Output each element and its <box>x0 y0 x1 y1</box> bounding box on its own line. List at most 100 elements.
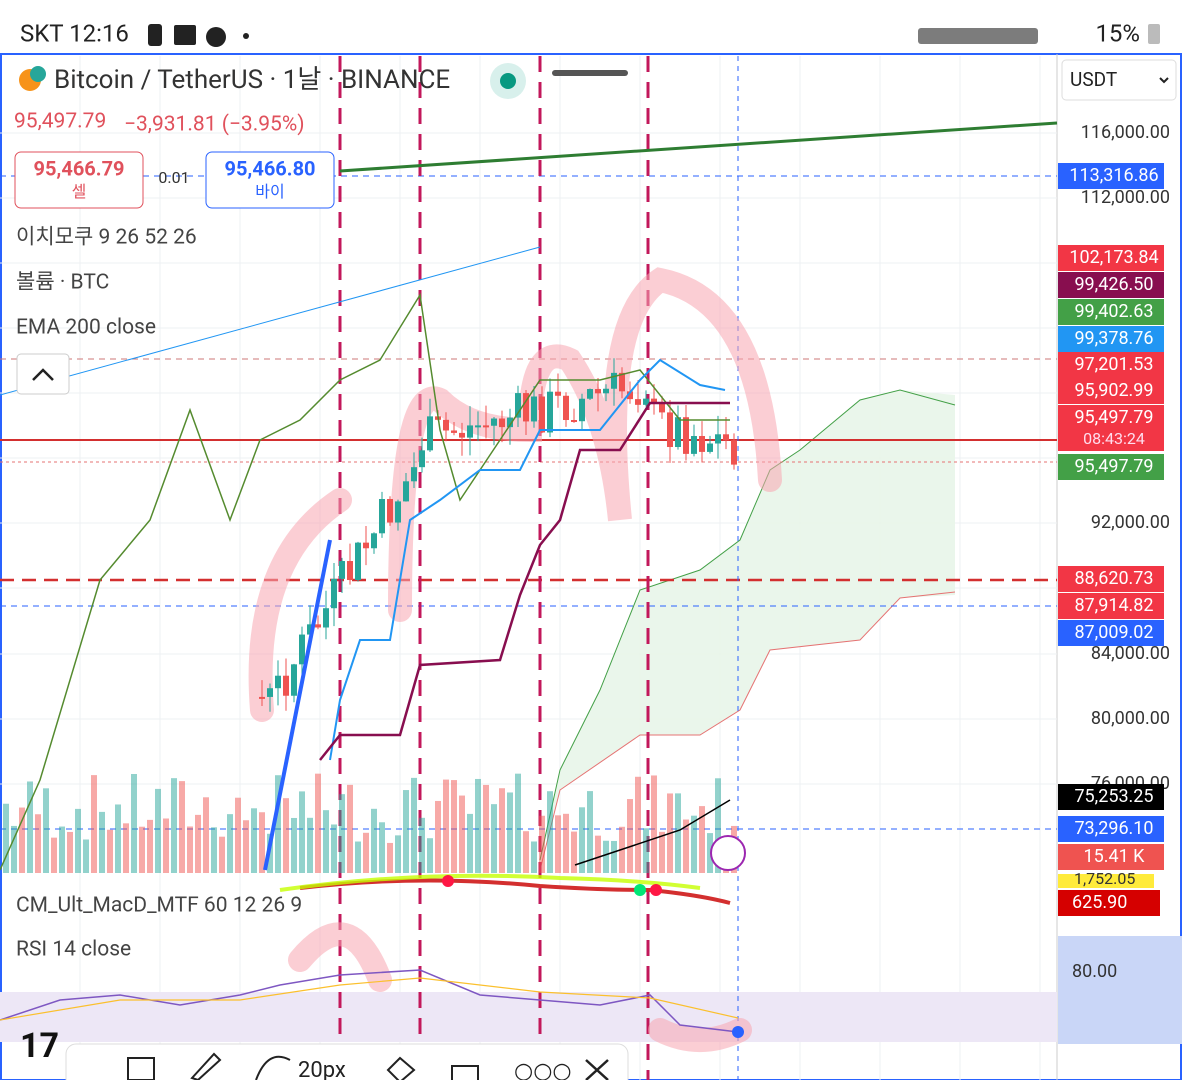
tool-icon[interactable] <box>190 1052 222 1080</box>
candle-body <box>379 499 385 534</box>
volume-bar <box>291 817 297 873</box>
volume-bar <box>507 792 513 873</box>
tool-icon[interactable] <box>127 1057 155 1080</box>
price-label: 88,620.73 <box>1074 568 1153 589</box>
tool-icon[interactable]: ○○○ <box>514 1059 572 1080</box>
chart-frame <box>0 53 1182 1080</box>
volume-bar <box>187 826 193 873</box>
macd-signal <box>279 873 701 892</box>
candle-body <box>451 430 457 433</box>
collapse-button[interactable] <box>16 353 70 395</box>
candle-body <box>515 393 521 418</box>
alert-icon <box>710 835 746 871</box>
candle-body <box>563 395 569 421</box>
currency[interactable]: USDT <box>1070 68 1117 91</box>
rsi-tick: 80.00 <box>1072 961 1117 982</box>
candle-body <box>283 675 289 696</box>
cloud-edge <box>539 389 956 861</box>
macd-label-box <box>1058 874 1154 888</box>
price-label-box <box>1058 566 1164 592</box>
buy-price[interactable]: 95,466.80 <box>224 156 315 180</box>
buy-label[interactable]: 바이 <box>255 182 284 201</box>
kijun-line <box>319 401 730 761</box>
candle-body <box>483 425 489 428</box>
currency-select[interactable] <box>1061 59 1177 101</box>
volume-bar <box>715 778 721 873</box>
volume-bar <box>563 813 569 873</box>
price-label: 99,402.63 <box>1074 301 1153 322</box>
candle-body <box>371 533 377 549</box>
price-label: 95,497.79 <box>1074 407 1153 428</box>
volume-bar <box>683 819 689 873</box>
candle-body <box>267 688 273 697</box>
candle-body <box>411 467 417 482</box>
drag-handle[interactable] <box>552 70 628 76</box>
tool-icon[interactable] <box>386 1056 416 1080</box>
volume-bar <box>419 817 425 873</box>
price-label: 15.41 K <box>1084 846 1146 867</box>
volume-bar <box>635 776 641 873</box>
line-width[interactable]: 20px <box>298 1058 346 1080</box>
buy-button[interactable] <box>205 151 335 209</box>
indicator-legend[interactable]: 이치모쿠 9 26 52 26 <box>16 226 197 250</box>
price-label-box <box>1058 163 1164 189</box>
volume-bar <box>235 797 241 873</box>
candle-body <box>403 481 409 502</box>
volume-bar <box>491 804 497 873</box>
price-label-box <box>1058 454 1164 480</box>
volume-bar <box>651 775 657 873</box>
tool-icon[interactable] <box>585 1059 609 1080</box>
collapse-icon <box>32 368 54 381</box>
sell-button[interactable] <box>14 151 144 209</box>
status-battery: 15% <box>1095 19 1140 47</box>
price-label-box <box>1058 816 1164 842</box>
symbol-title: Bitcoin / TetherUS · 1날 · BINANCE <box>54 65 450 95</box>
volume-bar <box>139 826 145 873</box>
indicator-legend[interactable]: EMA 200 close <box>16 316 156 340</box>
indicator-legend[interactable]: 볼륨 · BTC <box>16 271 109 295</box>
macd-title[interactable]: CM_Ult_MacD_MTF 60 12 26 9 <box>16 894 302 918</box>
candle-body <box>395 501 401 523</box>
status-icon <box>148 24 162 46</box>
rsi-title[interactable]: RSI 14 close <box>16 938 131 962</box>
candle-body <box>323 608 329 628</box>
candle-body <box>635 399 641 405</box>
volume-bar <box>675 793 681 873</box>
chart-drawing <box>0 56 1058 1080</box>
macd-label-box <box>1058 890 1160 916</box>
tool-icon[interactable] <box>255 1055 291 1080</box>
candle-body <box>731 440 737 465</box>
volume-bar <box>571 831 577 873</box>
volume-bar <box>339 794 345 873</box>
price-label-box <box>1058 844 1164 870</box>
candle-body <box>523 393 529 422</box>
sell-label[interactable]: 셀 <box>72 182 87 201</box>
sell-price[interactable]: 95,466.79 <box>33 156 124 180</box>
last-price: 95,497.79 <box>14 110 106 134</box>
ema-line <box>0 292 730 871</box>
volume-bar <box>411 777 417 873</box>
candle-body <box>723 434 729 441</box>
price-axis-label: 80,000.00 <box>1091 708 1170 729</box>
status-time: SKT 12:16 <box>20 19 129 47</box>
price-label-box <box>1058 784 1164 810</box>
volume-bar <box>699 806 705 873</box>
volume-bar <box>515 773 521 873</box>
price-axis-label: 92,000.00 <box>1091 512 1170 533</box>
volume-bar <box>603 840 609 873</box>
volume-bar <box>131 774 137 873</box>
macd-label: 625.90 <box>1072 892 1127 913</box>
price-label: 102,173.84 <box>1069 247 1158 268</box>
volume-bar <box>403 790 409 873</box>
price-label-box <box>1058 593 1164 619</box>
candle-body <box>699 436 705 452</box>
volume-bar <box>427 838 433 873</box>
price-axis: 116,000.00 112,000.00 92,000.00 84,000.00 80… <box>1058 122 1170 1044</box>
volume-bar <box>283 798 289 873</box>
candle-body <box>539 396 545 433</box>
volume-bar <box>443 779 449 873</box>
candle-body <box>595 389 601 394</box>
volume-bar <box>371 808 377 873</box>
tool-icon[interactable] <box>451 1065 479 1080</box>
